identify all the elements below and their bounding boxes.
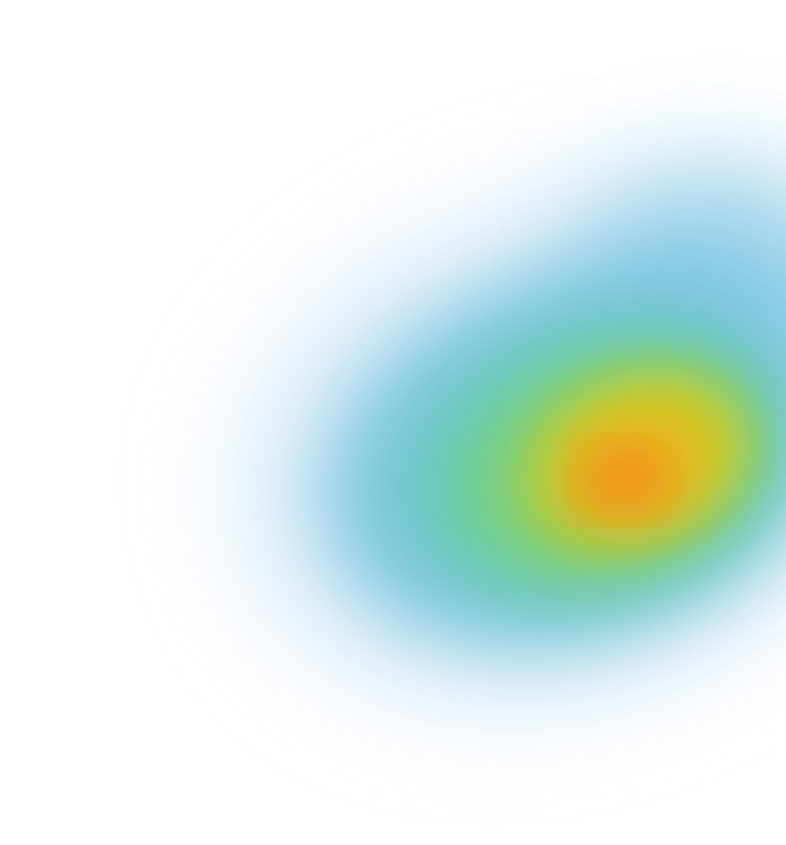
heatmap-blob-group [237, 170, 786, 705]
heatmap-hot-core [592, 456, 652, 504]
